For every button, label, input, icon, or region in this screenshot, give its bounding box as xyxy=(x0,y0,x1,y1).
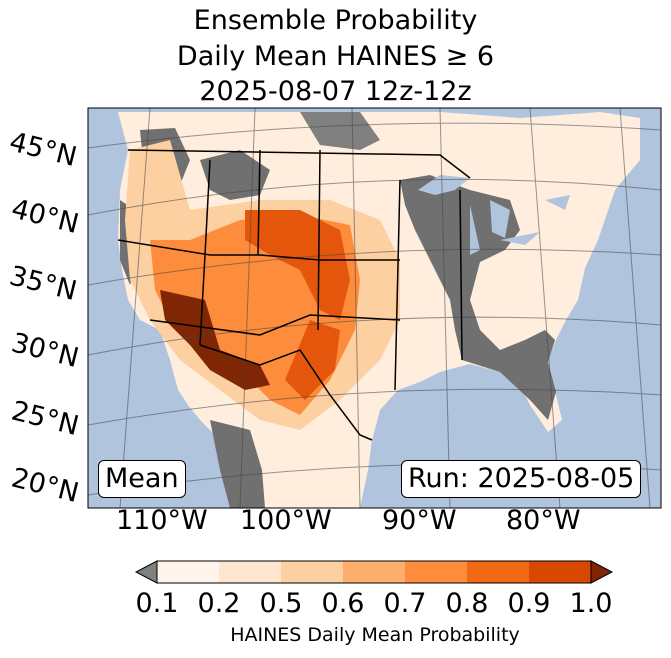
colorbar-segment xyxy=(219,561,282,583)
run-date-box: Run: 2025-08-05 xyxy=(401,460,642,498)
colorbar-segment xyxy=(281,561,344,583)
lon-label-100: 100°W xyxy=(240,505,332,536)
gray-area-mexico xyxy=(210,420,265,508)
colorbar-tick-6: 0.9 xyxy=(507,588,551,619)
dark-orange-area xyxy=(245,210,350,320)
lon-label-80: 80°W xyxy=(506,505,581,536)
colorbar-under-arrow xyxy=(134,560,158,584)
colorbar-tick-1: 0.2 xyxy=(197,588,241,619)
colorbar-frame xyxy=(156,560,592,584)
map-frame xyxy=(87,107,662,509)
colorbar-segment xyxy=(529,561,592,583)
title-line-1: Ensemble Probability xyxy=(193,5,478,36)
colorbar-segment xyxy=(157,561,220,583)
great-lakes xyxy=(418,175,570,255)
lon-label-110: 110°W xyxy=(116,505,208,536)
title-line-3: 2025-08-07 12z-12z xyxy=(199,76,472,107)
colorbar-segment xyxy=(343,561,406,583)
colorbar-segment xyxy=(467,561,530,583)
colorbar-tick-5: 0.8 xyxy=(445,588,489,619)
darkest-area xyxy=(160,290,270,390)
colorbar-tick-4: 0.7 xyxy=(383,588,427,619)
lon-label-90: 90°W xyxy=(382,505,457,536)
colorbar-tick-3: 0.6 xyxy=(321,588,365,619)
stat-label-box: Mean xyxy=(98,460,186,498)
gray-area-east xyxy=(400,175,556,420)
colorbar-segment xyxy=(405,561,468,583)
colorbar-tick-2: 0.5 xyxy=(259,588,303,619)
colorbar-tick-7: 1.0 xyxy=(569,588,613,619)
colorbar-tick-0: 0.1 xyxy=(135,588,179,619)
title-line-2: Daily Mean HAINES ≥ 6 xyxy=(176,41,495,72)
colorbar-over-arrow xyxy=(590,560,614,584)
colorbar-label: HAINES Daily Mean Probability xyxy=(230,624,520,646)
dark-orange-area-south xyxy=(285,320,340,400)
gray-area-canada xyxy=(300,112,380,150)
